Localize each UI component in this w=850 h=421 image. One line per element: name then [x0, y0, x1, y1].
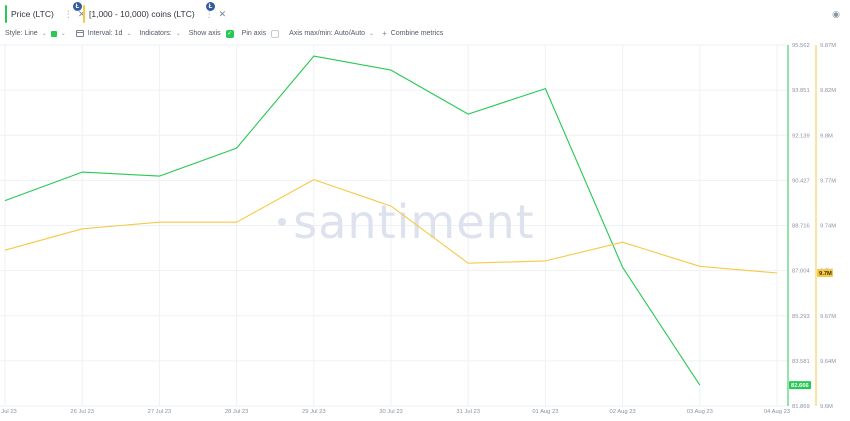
metric-label: Price (LTC) — [11, 9, 54, 19]
chevron-down-icon: ⌄ — [60, 31, 66, 37]
x-axis-tick-label: 04 Aug 23 — [764, 409, 790, 415]
left-axis-tick-label: 85.293 — [792, 314, 810, 320]
more-options-icon[interactable]: ⋮ — [204, 8, 214, 19]
watermark-text: santiment — [293, 195, 534, 249]
left-axis-tick-label: 93.851 — [792, 88, 810, 94]
x-axis-tick-label: 29 Jul 23 — [302, 409, 326, 415]
right-axis-tick-label: 9.87M — [820, 43, 836, 49]
metric-color-bar — [83, 5, 85, 23]
pin-axis-label: Pin axis — [241, 30, 267, 37]
left-axis-tick-label: 92.139 — [792, 133, 810, 139]
metric-color-bar — [5, 5, 7, 23]
right-axis-tick-label: 9.82M — [820, 88, 836, 94]
x-axis-tick-label: 02 Aug 23 — [610, 409, 636, 415]
plus-icon: + — [382, 29, 387, 38]
ltc-icon: Ł — [206, 2, 215, 11]
chart-toolbar: Style: Line ⌄ ⌄ Interval: 1d ⌄ Indicator… — [0, 27, 850, 40]
indicators-dropdown[interactable]: Indicators: ⌄ — [139, 30, 180, 37]
x-axis-tick-label: 27 Jul 23 — [148, 409, 172, 415]
last-value-label: 82.666 — [791, 383, 810, 389]
watermark-dot — [278, 218, 286, 226]
left-axis-tick-label: 83.581 — [792, 359, 810, 365]
holders-line — [4, 179, 778, 274]
right-axis-tick-label: 9.8M — [820, 133, 833, 139]
x-axis-tick-label: 28 Jul 23 — [225, 409, 249, 415]
last-value-label: 9.7M — [819, 271, 832, 277]
interval-label: Interval: 1d — [87, 30, 123, 37]
pin-axis-checkbox[interactable] — [271, 29, 280, 38]
more-options-icon[interactable]: ⋮ — [63, 8, 73, 19]
color-swatch[interactable] — [50, 30, 57, 37]
show-axis-toggle[interactable]: Show axis ✓ — [188, 29, 234, 38]
price-line — [4, 55, 701, 386]
metrics-bar: Price (LTC) ⋮ ✕ Ł [1,000 - 10,000) coins… — [0, 0, 850, 26]
left-axis-tick-label: 81.869 — [792, 404, 810, 410]
x-axis-tick-label: 30 Jul 23 — [379, 409, 403, 415]
price-last-value-badge — [789, 381, 811, 390]
left-axis-tick-label: 88.716 — [792, 224, 810, 230]
x-axis-tick-label: 26 Jul 23 — [70, 409, 94, 415]
close-icon[interactable]: ✕ — [77, 8, 86, 19]
style-label: Style: Line — [5, 30, 38, 37]
show-axis-checkbox[interactable]: ✓ — [225, 29, 234, 38]
indicators-label: Indicators: — [139, 30, 172, 37]
interval-dropdown[interactable]: Interval: 1d ⌄ — [75, 30, 132, 37]
calendar-icon — [75, 30, 84, 37]
chevron-down-icon: ⌄ — [41, 31, 47, 37]
left-axis-tick-label: 95.562 — [792, 43, 810, 49]
x-axis-tick-label: 03 Aug 23 — [687, 409, 713, 415]
x-axis-tick-label: 31 Jul 23 — [456, 409, 480, 415]
settings-icon[interactable]: ◉ — [832, 8, 840, 19]
close-icon[interactable]: ✕ — [218, 8, 227, 19]
pin-axis-toggle[interactable]: Pin axis — [241, 29, 280, 38]
right-axis-tick-label: 9.6M — [820, 404, 833, 410]
chevron-down-icon: ⌄ — [369, 31, 375, 37]
ltc-icon: Ł — [73, 2, 82, 11]
axis-maxmin-dropdown[interactable]: Axis max/min: Auto/Auto ⌄ — [289, 30, 374, 37]
right-axis-tick-label: 9.64M — [820, 359, 836, 365]
combine-metrics-button[interactable]: + Combine metrics — [382, 29, 443, 38]
combine-label: Combine metrics — [390, 30, 444, 37]
left-axis-tick-label: 87.004 — [792, 269, 811, 275]
style-dropdown[interactable]: Style: Line ⌄ ⌄ — [5, 30, 66, 37]
x-axis-tick-label: 25 Jul 23 — [0, 409, 17, 415]
metric-label: [1,000 - 10,000) coins (LTC) — [89, 9, 195, 19]
axis-maxmin-label: Axis max/min: Auto/Auto — [289, 30, 366, 37]
metric-tab-price[interactable]: Price (LTC) ⋮ ✕ — [5, 5, 85, 23]
chevron-down-icon: ⌄ — [126, 31, 132, 37]
metric-tab-holders[interactable]: [1,000 - 10,000) coins (LTC) ⋮ ✕ — [83, 5, 226, 23]
right-axis-tick-label: 9.67M — [820, 314, 836, 320]
show-axis-label: Show axis — [188, 30, 221, 37]
x-axis-tick-label: 01 Aug 23 — [532, 409, 558, 415]
chevron-down-icon: ⌄ — [175, 31, 181, 37]
left-axis-tick-label: 90.427 — [792, 178, 810, 184]
right-axis-tick-label: 9.74M — [820, 224, 836, 230]
holders-last-value-badge — [817, 268, 833, 277]
right-axis-tick-label: 9.77M — [820, 178, 836, 184]
